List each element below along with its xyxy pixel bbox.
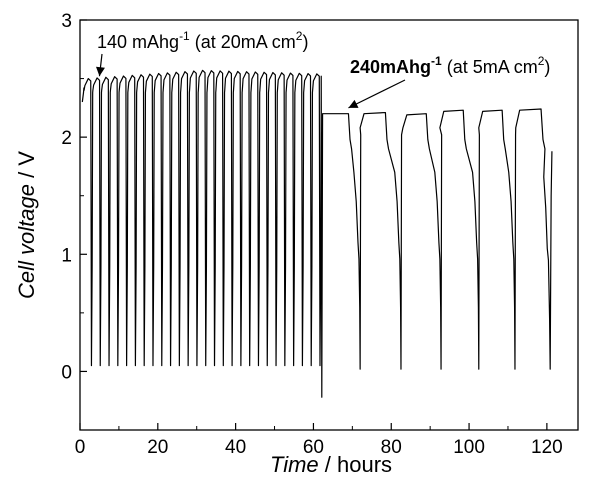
annotation-phase2-arrow-line — [348, 79, 406, 109]
plot-border — [79, 19, 579, 431]
annotation-phase2: 240mAhg-1 (at 5mA cm2) — [350, 54, 550, 77]
y-tick-label: 3 — [61, 11, 72, 32]
x-tick-label: 80 — [381, 437, 402, 458]
y-tick-label: 0 — [61, 362, 72, 383]
axis-labels-group: Time / hours Cell voltage / V — [14, 151, 392, 477]
x-tick-label: 100 — [453, 437, 485, 458]
annotation-phase2-arrowhead — [348, 99, 359, 108]
annotation-phase1-arrowhead — [96, 66, 105, 77]
series-group — [81, 69, 553, 398]
y-tick-label: 1 — [61, 245, 72, 266]
x-tick-label: 120 — [531, 437, 563, 458]
x-axis-label: Time / hours — [270, 452, 392, 477]
annotation-phase1: 140 mAhg-1 (at 20mA cm2) — [97, 29, 308, 52]
x-tick-label: 40 — [225, 437, 246, 458]
x-tick-label: 0 — [75, 437, 86, 458]
y-tick-label: 2 — [61, 128, 72, 149]
x-tick-label: 20 — [147, 437, 168, 458]
y-axis-label: Cell voltage / V — [14, 151, 39, 299]
plot-frame — [79, 19, 579, 431]
x-tick-label: 60 — [303, 437, 324, 458]
annotations-group: 140 mAhg-1 (at 20mA cm2) 240mAhg-1 (at 5m… — [96, 29, 550, 109]
voltage-series-line — [81, 69, 553, 398]
axis-ticks: 0 20 40 60 80 100 120 0 1 2 3 — [61, 11, 562, 458]
